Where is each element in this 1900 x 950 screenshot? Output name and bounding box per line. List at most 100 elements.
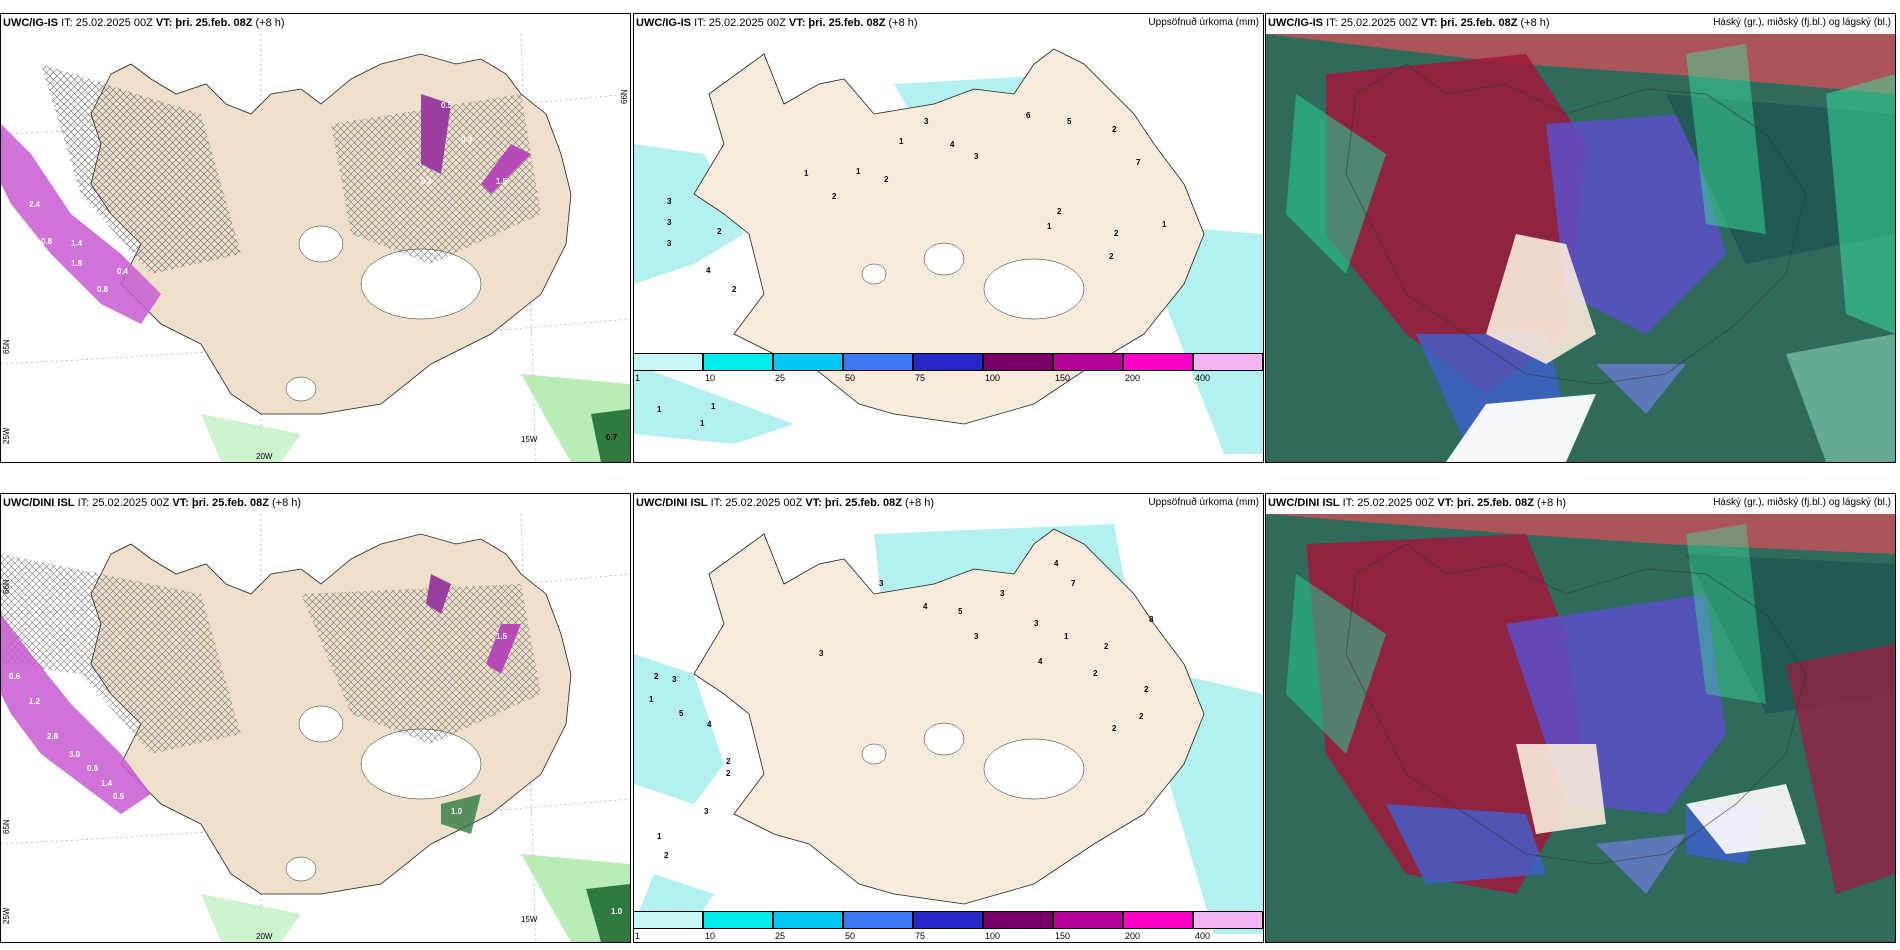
- panel-title: UWC/DINI ISL IT: 25.02.2025 00Z VT: þri.…: [636, 497, 935, 509]
- colorbar-swatch: [1193, 911, 1263, 929]
- value-label: 0.3: [461, 135, 473, 144]
- precip-map: 3 3 3 2 1 1 4 2 1 1 1 2 1 2 1 3 4 6 5 2 …: [634, 48, 1263, 454]
- precip-label: 1: [657, 405, 662, 414]
- colorbar-tick: 10: [705, 931, 716, 941]
- precip-label: 2: [1114, 229, 1119, 238]
- precip-label: 2: [732, 285, 737, 294]
- colorbar-swatch: [983, 911, 1053, 929]
- svg-text:15W: 15W: [521, 435, 538, 444]
- precip-label: 5: [679, 709, 684, 718]
- cloud-map: [1266, 514, 1895, 942]
- value-label: 3.0: [69, 750, 81, 759]
- precip-label: 4: [707, 720, 712, 729]
- value-label: 1.4: [71, 239, 83, 248]
- precip-label: 2: [1104, 642, 1109, 651]
- precip-label: 2: [717, 227, 722, 236]
- panel-title: UWC/DINI ISL IT: 25.02.2025 00Z VT: þri.…: [1268, 497, 1567, 509]
- colorbar-tick: 150: [1055, 373, 1071, 383]
- colorbar-swatch: [633, 353, 703, 371]
- colorbar-top: 1 10 25 50 75 100 150 200 400: [633, 353, 1264, 383]
- colorbar-swatch: [1123, 353, 1193, 371]
- lon-labels: 20W 15W 25W 66N 65N: [2, 579, 538, 941]
- value-label: 0.7: [606, 433, 618, 442]
- colorbar-swatch: [773, 353, 843, 371]
- precip-label: 2: [1057, 207, 1062, 216]
- colorbar-tick: 75: [915, 931, 926, 941]
- value-label: 1.5: [496, 177, 508, 186]
- precip-label: 1: [657, 832, 662, 841]
- value-label: 0.4: [117, 267, 129, 276]
- svg-text:65N: 65N: [2, 339, 11, 354]
- value-label: 1.4: [101, 779, 113, 788]
- precip-label: 7: [1136, 158, 1141, 167]
- precip-label: 1: [804, 169, 809, 178]
- precip-label: 2: [1112, 125, 1117, 134]
- value-label: 0.8: [41, 237, 53, 246]
- precip-label: 2: [1139, 712, 1144, 721]
- panel-subtitle: Háský (gr.), miðský (fj.bl.) og lágský (…: [1713, 17, 1891, 28]
- value-label: 2.8: [47, 732, 59, 741]
- precip-label: 3: [1034, 619, 1039, 628]
- precip-label: 3: [974, 152, 979, 161]
- colorbar-swatch: [633, 911, 703, 929]
- colorbar-tick: 25: [775, 931, 786, 941]
- colorbar-bottom: 1 10 25 50 75 100 150 200 400: [633, 911, 1264, 941]
- precip-label: 1: [1162, 220, 1167, 229]
- colorbar-tick: 1: [635, 373, 641, 383]
- value-label: 0.7: [441, 787, 453, 796]
- panel-subtitle: Háský (gr.), miðský (fj.bl.) og lágský (…: [1713, 497, 1891, 508]
- precip-label: 1: [649, 695, 654, 704]
- precip-label: 3: [924, 117, 929, 126]
- precip-label: 3: [672, 675, 677, 684]
- precip-map: 2 3 1 5 4 2 2 3 1 2 3 3 4 4 7 8 3 2 3 5 …: [634, 524, 1263, 934]
- precip-label: 2: [726, 757, 731, 766]
- map-panel-top-right: UWC/IG-IS IT: 25.02.2025 00Z VT: þri. 25…: [1265, 13, 1896, 463]
- svg-text:20W: 20W: [256, 452, 273, 461]
- colorbar-tick: 200: [1125, 931, 1141, 941]
- colorbar-swatch: [1053, 353, 1123, 371]
- colorbar-swatch: [843, 353, 913, 371]
- panel-title: UWC/DINI ISL IT: 25.02.2025 00Z VT: þri.…: [3, 497, 302, 509]
- lon-labels: 20W 15W 25W 66N 65N: [2, 89, 629, 461]
- precip-label: 2: [664, 851, 669, 860]
- colorbar-swatch: [913, 353, 983, 371]
- precip-label: 3: [819, 649, 824, 658]
- value-label: 0.4: [421, 177, 433, 186]
- colorbar-tick: 50: [845, 931, 856, 941]
- value-label: 1.0: [451, 807, 463, 816]
- precip-label: 3: [667, 197, 672, 206]
- svg-text:66N: 66N: [620, 89, 629, 104]
- precip-label: 4: [706, 266, 711, 275]
- colorbar-swatch: [773, 911, 843, 929]
- colorbar-tick: 400: [1195, 373, 1211, 383]
- svg-text:20W: 20W: [256, 932, 273, 941]
- precip-label: 4: [923, 602, 928, 611]
- precip-label: 7: [1071, 579, 1076, 588]
- value-label: 1.8: [71, 259, 83, 268]
- value-label: 1.0: [611, 907, 623, 916]
- precip-label: 2: [726, 769, 731, 778]
- value-label: 0.6: [87, 764, 99, 773]
- colorbar-swatch: [1123, 911, 1193, 929]
- colorbar-tick: 100: [985, 931, 1001, 941]
- precip-label: 2: [1093, 669, 1098, 678]
- colorbar-tick: 100: [985, 373, 1001, 383]
- precip-label: 6: [1026, 111, 1031, 120]
- precip-label: 3: [704, 807, 709, 816]
- precip-label: 2: [1144, 685, 1149, 694]
- colorbar-swatch: [843, 911, 913, 929]
- precip-label: 1: [1064, 632, 1069, 641]
- colorbar-tick: 10: [705, 373, 716, 383]
- panel-subtitle: Uppsöfnuð úrkoma (mm): [1148, 17, 1259, 28]
- precip-label: 1: [899, 137, 904, 146]
- map-panel-bottom-right: UWC/DINI ISL IT: 25.02.2025 00Z VT: þri.…: [1265, 493, 1896, 943]
- precip-label: 3: [879, 579, 884, 588]
- panel-title: UWC/IG-IS IT: 25.02.2025 00Z VT: þri. 25…: [3, 17, 285, 29]
- colorbar-tick: 150: [1055, 931, 1071, 941]
- colorbar-swatch: [1053, 911, 1123, 929]
- wind-precip-map: 0.6 1.2 2.8 3.0 0.6 1.4 0.5 1.5 1.0 0.7 …: [1, 514, 630, 942]
- svg-text:25W: 25W: [2, 427, 11, 444]
- precip-label: 4: [1054, 559, 1059, 568]
- value-label: 0.6: [9, 672, 21, 681]
- map-panel-bottom-mid: UWC/DINI ISL IT: 25.02.2025 00Z VT: þri.…: [633, 493, 1264, 943]
